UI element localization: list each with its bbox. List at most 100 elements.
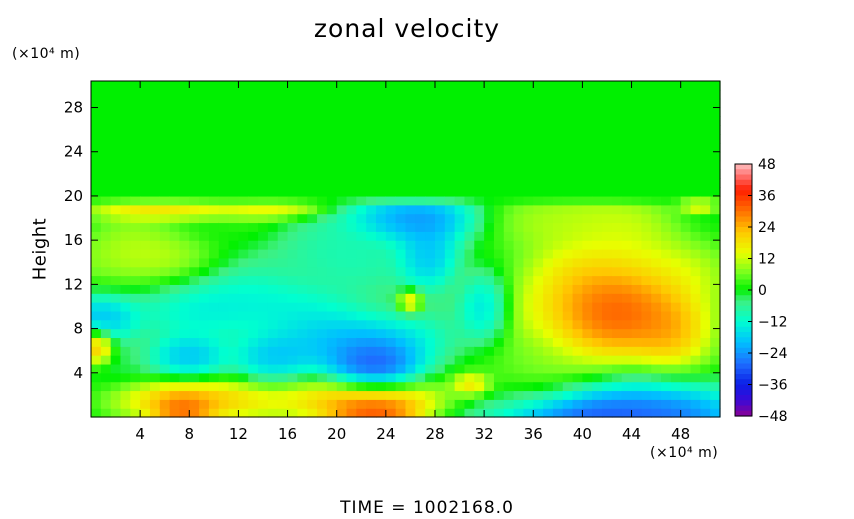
heatmap-cell — [346, 169, 357, 179]
heatmap-cell — [317, 107, 328, 117]
heatmap-cell — [346, 346, 357, 356]
heatmap-cell — [258, 134, 269, 144]
heatmap-cell — [425, 151, 436, 162]
heatmap-cell — [562, 240, 574, 250]
heatmap-cell — [91, 346, 102, 356]
heatmap-cell — [493, 355, 505, 365]
heatmap-cell — [454, 240, 466, 250]
heatmap-cell — [287, 142, 298, 153]
heatmap-cell — [513, 399, 525, 409]
heatmap-cell — [621, 142, 633, 153]
heatmap-cell — [493, 116, 505, 126]
heatmap-cell — [552, 337, 564, 347]
heatmap-cell — [602, 195, 613, 206]
heatmap-cell — [434, 204, 446, 215]
heatmap-cell — [611, 266, 623, 277]
heatmap-cell — [287, 390, 298, 400]
heatmap-cell — [120, 363, 131, 374]
heatmap-cell — [297, 381, 308, 392]
heatmap-cell — [199, 142, 210, 153]
heatmap-cell — [474, 222, 485, 232]
heatmap-cell — [523, 408, 534, 418]
heatmap-cell — [592, 346, 603, 356]
heatmap-cell — [91, 257, 102, 268]
heatmap-cell — [690, 187, 701, 197]
heatmap-cell — [602, 319, 613, 330]
heatmap-cell — [336, 213, 348, 224]
heatmap-cell — [100, 284, 112, 294]
heatmap-cell — [651, 302, 662, 312]
heatmap-cell — [297, 275, 308, 285]
heatmap-cell — [621, 284, 633, 294]
heatmap-cell — [503, 390, 515, 400]
heatmap-cell — [621, 275, 633, 285]
heatmap-cell — [503, 257, 515, 268]
heatmap-cell — [434, 363, 446, 374]
heatmap-cell — [454, 231, 466, 241]
heatmap-cell — [484, 98, 495, 109]
heatmap-cell — [149, 160, 161, 171]
heatmap-cell — [100, 346, 112, 356]
heatmap-cell — [582, 107, 593, 117]
heatmap-cell — [307, 142, 318, 153]
heatmap-cell — [130, 399, 141, 409]
heatmap-cell — [159, 363, 171, 374]
heatmap-cell — [385, 125, 397, 135]
heatmap-cell — [562, 319, 574, 330]
heatmap-cell — [258, 187, 269, 197]
heatmap-cell — [533, 142, 544, 153]
heatmap-cell — [651, 284, 662, 294]
heatmap-cell — [602, 98, 613, 109]
heatmap-cell — [336, 249, 348, 259]
heatmap-cell — [110, 81, 122, 91]
heatmap-cell — [366, 275, 377, 285]
colorbar-tick-label: 36 — [758, 189, 776, 205]
heatmap-cell — [238, 116, 249, 126]
heatmap-cell — [543, 107, 554, 117]
heatmap-cell — [91, 81, 102, 91]
heatmap-cell — [700, 151, 711, 162]
y-tick-label: 4 — [73, 364, 83, 382]
heatmap-cell — [592, 310, 603, 321]
heatmap-cell — [169, 187, 181, 197]
heatmap-cell — [159, 284, 171, 294]
heatmap-cell — [602, 231, 613, 241]
heatmap-cell — [710, 310, 721, 321]
heatmap-cell — [317, 134, 328, 144]
heatmap-cell — [415, 381, 426, 392]
heatmap-cell — [631, 249, 642, 259]
heatmap-cell — [454, 355, 466, 365]
heatmap-cell — [110, 355, 122, 365]
heatmap-cell — [405, 142, 416, 153]
heatmap-cell — [700, 399, 711, 409]
colorbar-swatch — [735, 405, 752, 412]
heatmap-cell — [621, 231, 633, 241]
heatmap-cell — [543, 169, 554, 179]
heatmap-cell — [690, 107, 701, 117]
heatmap-cell — [366, 187, 377, 197]
heatmap-cell — [179, 302, 190, 312]
heatmap-cell — [130, 381, 141, 392]
heatmap-cell — [523, 89, 534, 100]
heatmap-cell — [405, 337, 416, 347]
heatmap-cell — [287, 116, 298, 126]
heatmap-cell — [562, 266, 574, 277]
heatmap-cell — [611, 319, 623, 330]
heatmap-cell — [513, 231, 525, 241]
heatmap-cell — [425, 372, 436, 383]
heatmap-cell — [376, 107, 387, 117]
heatmap-cell — [680, 142, 692, 153]
heatmap-cell — [484, 257, 495, 268]
heatmap-cell — [700, 355, 711, 365]
heatmap-cell — [267, 266, 279, 277]
heatmap-cell — [395, 125, 407, 135]
heatmap-cell — [248, 266, 259, 277]
heatmap-cell — [651, 134, 662, 144]
heatmap-cell — [454, 328, 466, 339]
heatmap-cell — [208, 337, 220, 347]
heatmap-cell — [376, 240, 387, 250]
heatmap-cell — [336, 266, 348, 277]
heatmap-cell — [425, 134, 436, 144]
heatmap-cell — [120, 284, 131, 294]
heatmap-cell — [513, 204, 525, 215]
